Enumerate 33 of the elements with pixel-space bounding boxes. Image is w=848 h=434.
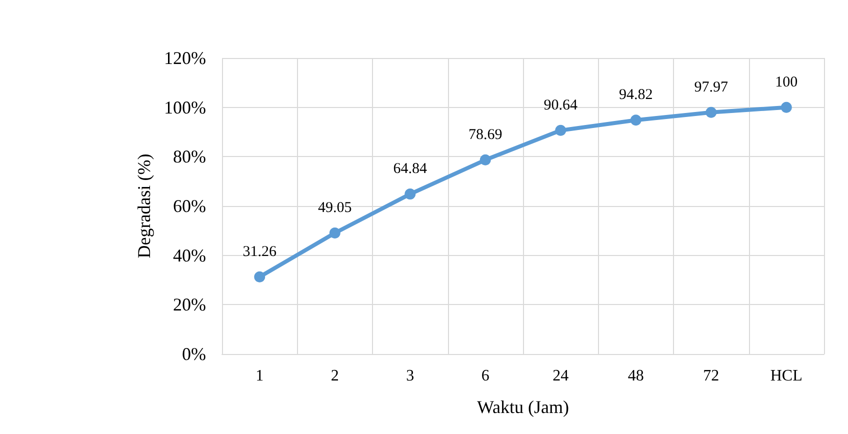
x-tick-label: 3	[406, 368, 414, 384]
y-tick-label: 120%	[164, 48, 206, 68]
point	[404, 188, 416, 200]
point	[706, 106, 717, 118]
point	[480, 154, 491, 166]
y-tick-label: 60%	[173, 196, 206, 216]
point	[329, 228, 340, 239]
point	[254, 271, 266, 282]
data-label: 49.05	[318, 200, 352, 216]
y-tick-label: 100%	[164, 97, 206, 118]
point	[780, 102, 792, 113]
y-tick-label: 40%	[173, 245, 206, 266]
data-label: 97.97	[694, 79, 728, 96]
x-tick-label: 6	[481, 368, 490, 384]
x-tick-label: 48	[628, 368, 644, 384]
x-tick-label: 72	[703, 368, 720, 384]
data-label: 64.84	[393, 161, 428, 178]
data-label: 94.82	[619, 87, 653, 104]
data-label: 31.26	[242, 244, 277, 260]
data-label: 100	[775, 74, 798, 90]
data-label: 78.69	[468, 126, 502, 143]
y-tick-label: 80%	[173, 146, 206, 167]
point	[555, 124, 566, 136]
x-tick-label: 24	[552, 368, 569, 384]
y-axis-title: Degradasi (%)	[134, 154, 154, 258]
y-tick-label: 0%	[182, 344, 206, 364]
x-tick-label: 1	[256, 368, 264, 384]
x-tick-label: HCL	[770, 368, 802, 384]
data-label: 90.64	[544, 97, 578, 114]
x-tick-label: 2	[330, 368, 339, 384]
y-tick-label: 20%	[173, 294, 206, 315]
x-axis-title: Waktu (Jam)	[476, 397, 570, 417]
point	[630, 114, 642, 126]
